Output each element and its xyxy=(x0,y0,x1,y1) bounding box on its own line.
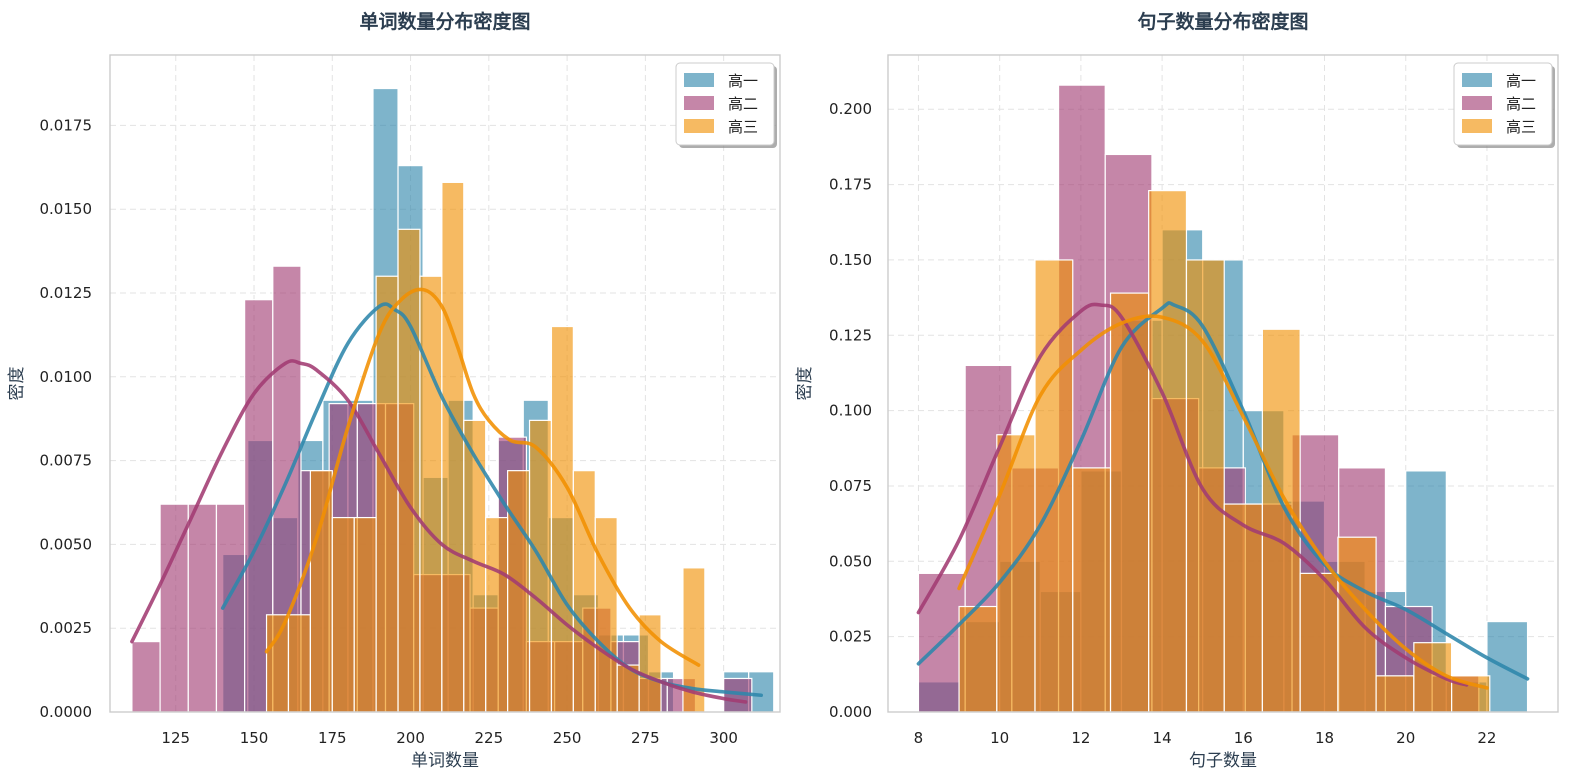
histogram-bar xyxy=(131,641,161,713)
y-tick-label: 0.0000 xyxy=(40,703,93,721)
legend-label: 高二 xyxy=(728,95,758,113)
histogram-bar xyxy=(375,275,399,713)
plot-frame xyxy=(887,54,1559,713)
y-tick-label: 0.0175 xyxy=(40,116,93,134)
y-tick-label: 0.175 xyxy=(829,176,872,194)
y-tick-label: 0.0125 xyxy=(40,284,93,302)
legend-swatch xyxy=(1462,96,1492,110)
x-tick-label: 250 xyxy=(553,729,582,747)
legend-label: 高一 xyxy=(1506,72,1536,90)
legend-label: 高三 xyxy=(1506,118,1536,136)
legend-label: 高二 xyxy=(1506,95,1536,113)
x-tick-label: 175 xyxy=(318,729,347,747)
x-tick-label: 300 xyxy=(709,729,738,747)
histogram-bar xyxy=(331,516,355,713)
y-tick-label: 0.050 xyxy=(829,552,872,570)
x-tick-label: 275 xyxy=(631,729,660,747)
x-tick-label: 10 xyxy=(990,729,1009,747)
y-tick-label: 0.0025 xyxy=(40,619,93,637)
y-axis-label: 密度 xyxy=(7,367,27,401)
y-tick-label: 0.0150 xyxy=(40,200,93,218)
histogram-bar xyxy=(1223,503,1263,713)
histogram-bar xyxy=(958,605,998,713)
legend-swatch xyxy=(1462,119,1492,133)
histogram-bar xyxy=(1185,259,1225,713)
histogram-bar xyxy=(1299,572,1339,713)
histogram-bar xyxy=(187,503,218,713)
histogram-bar xyxy=(287,614,311,713)
histogram-bar xyxy=(528,419,553,713)
x-tick-label: 150 xyxy=(240,729,269,747)
x-tick-label: 22 xyxy=(1477,729,1496,747)
y-tick-label: 0.100 xyxy=(829,402,872,420)
legend-swatch xyxy=(684,96,714,110)
x-axis-label: 单词数量 xyxy=(411,751,479,771)
subplot-2: 8 10 12 14 16 18 20 22 0.000 0.025 0.050 0.075 0.100… xyxy=(795,10,1559,771)
x-tick-label: 20 xyxy=(1396,729,1415,747)
kde-curve-3 xyxy=(957,314,1489,690)
y-tick-label: 0.0100 xyxy=(40,368,93,386)
histogram-bar xyxy=(1375,675,1415,713)
kde-curve-2 xyxy=(916,302,1469,687)
chart-title: 句子数量分布密度图 xyxy=(1137,10,1308,33)
histogram-bar xyxy=(485,516,509,713)
chart-title: 单词数量分布密度图 xyxy=(359,10,530,33)
kde-curve-1 xyxy=(916,301,1530,681)
subplot-1: 125 150 175 200 225 250 275 300 0.0000 0.0025 0.00… xyxy=(7,10,781,771)
y-tick-label: 0.0050 xyxy=(40,535,93,553)
histogram-bar xyxy=(1148,190,1188,713)
histogram-bar xyxy=(353,516,377,713)
histogram-bar xyxy=(1072,467,1112,713)
legend-label: 高一 xyxy=(728,72,758,90)
y-tick-label: 0.025 xyxy=(829,628,872,646)
x-tick-label: 12 xyxy=(1071,729,1090,747)
y-tick-label: 0.200 xyxy=(829,100,872,118)
histogram-bar xyxy=(215,503,246,713)
plot-frame xyxy=(109,54,781,713)
y-tick-label: 0.075 xyxy=(829,477,872,495)
histogram-bar xyxy=(996,434,1036,713)
histogram-bar xyxy=(748,671,775,713)
x-axis-label: 句子数量 xyxy=(1189,751,1257,771)
legend-swatch xyxy=(684,73,714,87)
histogram-bar xyxy=(550,325,574,713)
x-tick-label: 18 xyxy=(1315,729,1334,747)
legend-swatch xyxy=(684,119,714,133)
y-tick-label: 0.125 xyxy=(829,326,872,344)
histogram-bar xyxy=(265,614,290,713)
histogram-bar xyxy=(419,275,443,713)
x-tick-label: 14 xyxy=(1153,729,1172,747)
y-tick-label: 0.0075 xyxy=(40,452,93,470)
x-tick-label: 200 xyxy=(396,729,425,747)
legend-swatch xyxy=(1462,73,1492,87)
x-tick-label: 125 xyxy=(161,729,190,747)
y-tick-label: 0.000 xyxy=(829,703,872,721)
histogram-bar xyxy=(309,470,333,713)
histogram-bar xyxy=(1034,259,1074,713)
histogram-bar xyxy=(441,181,465,713)
kde-curve-3 xyxy=(264,287,701,667)
histogram-bar xyxy=(1337,536,1377,713)
x-tick-label: 8 xyxy=(914,729,924,747)
x-tick-label: 16 xyxy=(1234,729,1253,747)
x-tick-label: 225 xyxy=(475,729,504,747)
bars-3 xyxy=(265,181,706,713)
legend-label: 高三 xyxy=(728,118,758,136)
y-axis-label: 密度 xyxy=(795,367,815,401)
kde-curve-2 xyxy=(130,359,748,704)
histogram-bar xyxy=(594,516,618,713)
histogram-bar xyxy=(1261,328,1301,713)
y-tick-label: 0.150 xyxy=(829,251,872,269)
